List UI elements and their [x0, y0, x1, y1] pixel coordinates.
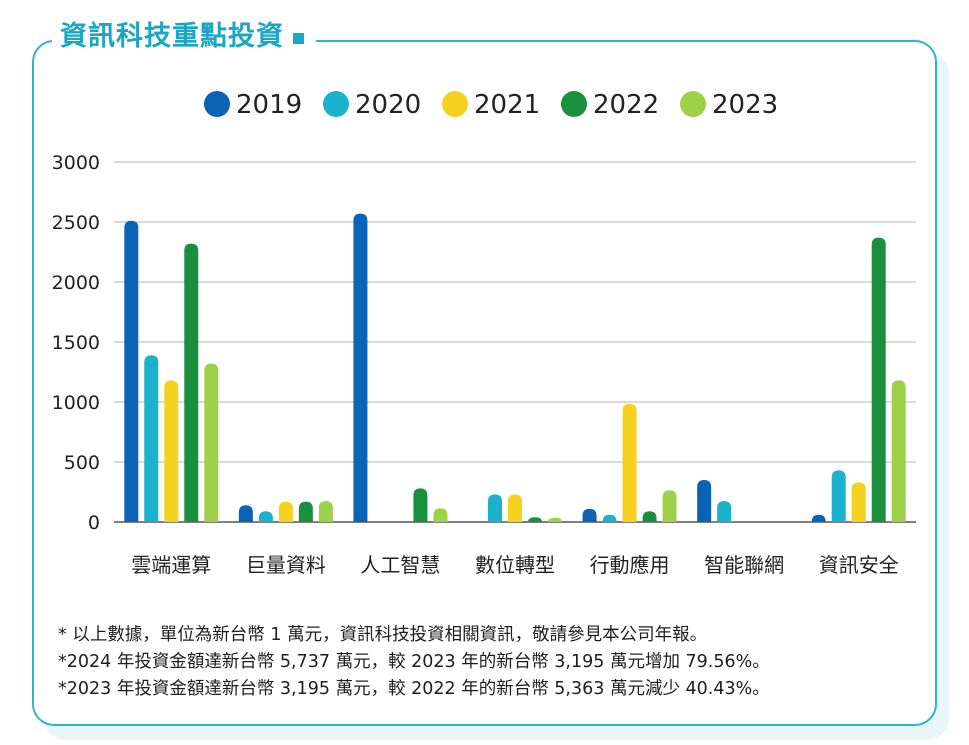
x-tick-label: 行動應用	[590, 553, 670, 577]
y-tick-label: 2500	[52, 212, 100, 234]
bar-2019	[353, 213, 368, 522]
bar-2019	[697, 480, 712, 522]
bar-2021	[622, 403, 637, 522]
bar-2020	[717, 501, 732, 522]
bar-2020	[488, 494, 502, 522]
y-tick-label: 1500	[52, 332, 100, 354]
y-tick-label: 3000	[52, 152, 100, 174]
bar-2022	[298, 501, 313, 522]
bar-2022	[413, 488, 428, 522]
bar-2019	[811, 514, 826, 522]
footnote-2: *2024 年投資金額達新台幣 5,737 萬元，較 2023 年的新台幣 3,…	[58, 652, 770, 672]
x-tick-label: 巨量資料	[246, 553, 326, 577]
x-tick-label: 資訊安全	[819, 553, 899, 577]
bar-2021	[508, 494, 522, 522]
bar-2022	[184, 243, 199, 522]
bar-2019	[238, 505, 253, 522]
legend-label: 2019	[236, 90, 302, 120]
bar-2020	[258, 511, 273, 522]
bar-2019	[124, 220, 139, 523]
title-square-icon	[293, 33, 304, 44]
chart-title: 資訊科技重點投資	[60, 21, 284, 52]
bar-2023	[204, 363, 219, 522]
bar-2019	[582, 508, 597, 522]
y-tick-label: 1000	[52, 392, 100, 414]
bar-2022	[871, 237, 886, 522]
legend-marker-2020	[323, 91, 349, 117]
legend-marker-2021	[442, 91, 468, 117]
legend-label: 2022	[593, 90, 659, 120]
legend-label: 2020	[355, 90, 421, 120]
legend-label: 2023	[712, 90, 778, 120]
bar-2021	[278, 501, 293, 522]
x-tick-label: 雲端運算	[131, 553, 211, 577]
legend-label: 2021	[474, 90, 540, 120]
x-tick-label: 數位轉型	[475, 553, 555, 577]
x-tick-label: 人工智慧	[360, 553, 440, 577]
bar-2021	[851, 482, 866, 522]
y-tick-label: 0	[88, 512, 100, 534]
footnotes: * 以上數據，單位為新台幣 1 萬元，資訊科技投資相關資訊，敬請參見本公司年報。…	[58, 622, 770, 703]
bar-2023	[662, 490, 677, 522]
legend-marker-2019	[204, 91, 230, 117]
footnote-3: *2023 年投資金額達新台幣 3,195 萬元，較 2022 年的新台幣 5,…	[58, 679, 770, 699]
bar-2023	[548, 517, 562, 522]
bar-2022	[528, 517, 542, 522]
y-tick-label: 500	[64, 452, 100, 474]
title-area: 資訊科技重點投資	[52, 14, 316, 53]
bar-2023	[433, 508, 448, 522]
bar-2021	[164, 380, 179, 522]
bar-2020	[144, 355, 159, 522]
legend-marker-2022	[561, 91, 587, 117]
bar-chart: 0 500 1000 1500 2000 2500 3000 雲端運算 巨量資料 人工智慧 數位轉型…	[52, 90, 916, 577]
bar-2023	[318, 501, 333, 522]
legend-marker-2023	[680, 91, 706, 117]
bar-2020	[831, 470, 846, 522]
bar-2023	[891, 380, 906, 522]
footnote-1: * 以上數據，單位為新台幣 1 萬元，資訊科技投資相關資訊，敬請參見本公司年報。	[58, 625, 708, 645]
y-tick-label: 2000	[52, 272, 100, 294]
bar-2020	[602, 514, 617, 522]
bar-2022	[642, 511, 657, 522]
x-tick-label: 智能聯網	[704, 553, 784, 577]
chart-panel	[32, 40, 937, 726]
